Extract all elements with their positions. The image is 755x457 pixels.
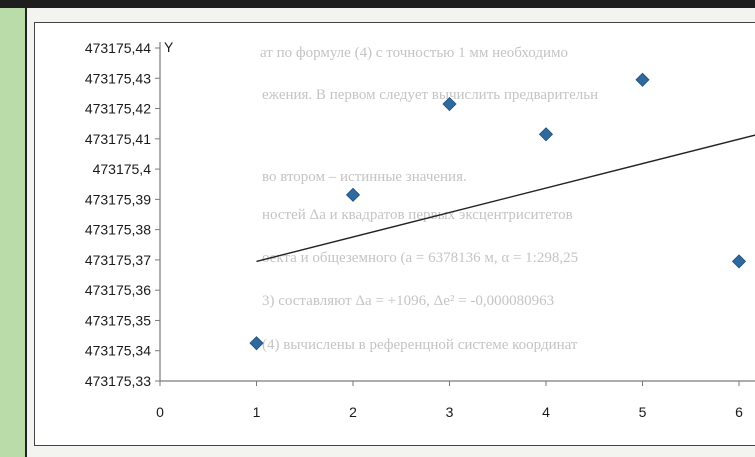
y-tick-label: 473175,36 xyxy=(85,282,151,298)
background-text-line: ат по формуле (4) с точностью 1 мм необх… xyxy=(260,45,568,61)
data-points xyxy=(249,72,747,351)
y-axis-title: Y xyxy=(164,39,174,55)
y-tick-label: 473175,33 xyxy=(85,373,151,389)
x-tick-label: 4 xyxy=(542,404,550,420)
x-tick-label: 0 xyxy=(156,404,164,420)
data-point xyxy=(345,187,361,202)
y-tick-label: 473175,44 xyxy=(85,40,151,56)
trendline-layer xyxy=(256,134,755,263)
x-tick-label: 5 xyxy=(639,404,647,420)
plot-area xyxy=(34,22,755,446)
background-text-line: (4) вычислены в референцной системе коор… xyxy=(262,337,578,353)
top-dark-strip xyxy=(0,0,755,8)
y-tick-label: 473175,39 xyxy=(85,191,151,207)
y-tick-label: 473175,4 xyxy=(93,161,152,177)
x-tick-label: 1 xyxy=(253,404,261,420)
data-point xyxy=(249,336,264,351)
y-tick-label: 473175,38 xyxy=(85,222,151,238)
x-tick-label: 2 xyxy=(349,404,357,420)
trendline xyxy=(256,134,755,263)
y-tick-label: 473175,37 xyxy=(85,252,151,268)
x-tick-label: 3 xyxy=(446,404,454,420)
y-tick-label: 473175,34 xyxy=(85,343,151,359)
background-text-line: 3) составляют Δa = +1096, Δe² = -0,00008… xyxy=(262,293,554,309)
x-tick-label: 6 xyxy=(735,404,743,420)
data-point xyxy=(731,254,747,269)
axes: Y xyxy=(159,39,755,382)
background-text-line: во втором – истинные значения. xyxy=(262,169,467,185)
ticks: 473175,44473175,43473175,42473175,414731… xyxy=(85,40,743,420)
y-tick-label: 473175,42 xyxy=(85,101,151,117)
y-tick-label: 473175,35 xyxy=(85,312,151,328)
data-point xyxy=(635,72,650,87)
background-text-layer: ат по формуле (4) с точностью 1 мм необх… xyxy=(260,45,598,353)
background-text-line: оекта и общеземного (a = 6378136 м, α = … xyxy=(262,250,578,266)
data-point xyxy=(538,127,554,142)
background-text-line: ежения. В первом следует вычислить предв… xyxy=(262,87,598,103)
data-point xyxy=(442,96,457,112)
y-tick-label: 473175,41 xyxy=(85,131,151,147)
y-tick-label: 473175,43 xyxy=(85,70,151,86)
background-text-line: ностей Δa и квадратов первых эксцентриси… xyxy=(262,207,573,223)
